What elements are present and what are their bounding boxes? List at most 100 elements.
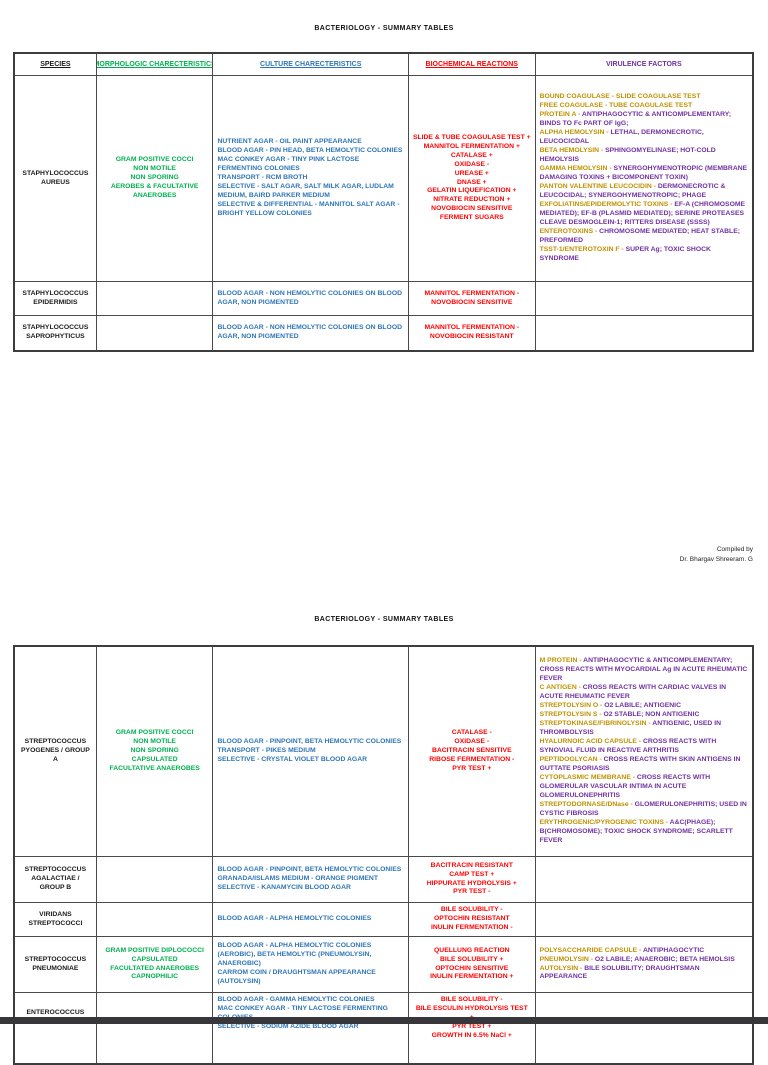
cell-line: RIBOSE FERMENTATION -: [429, 755, 515, 763]
virulence-desc: BILE SOLUBILITY; DRAUGHTSMAN APPEARANCE: [539, 964, 700, 981]
cell-line: INULIN FERMENTATION -: [430, 923, 513, 931]
cell-virulence: POLYSACCHARIDE CAPSULE - ANTIPHAGOCYTIC P…: [536, 937, 752, 992]
virulence-entry: BOUND COAGULASE - SLIDE COAGULASE TEST: [540, 93, 748, 102]
cell-line: AUREUS: [41, 178, 70, 186]
viewer-footer-bar: [0, 1017, 768, 1024]
compiled-by-credit: Compiled by Dr. Bhargav Shreeram. G: [680, 545, 753, 565]
cell-line: BILE SOLUBILITY -: [440, 906, 503, 914]
cell-culture: BLOOD AGAR - ALPHA HEMOLYTIC COLONIES: [213, 903, 409, 936]
virulence-separator: -: [630, 773, 637, 781]
virulence-separator: -: [637, 946, 643, 954]
cell-line: BLOOD AGAR - PINPOINT, BETA HEMOLYTIC CO…: [217, 738, 402, 746]
virulence-entry: AUTOLYSIN - BILE SOLUBILITY; DRAUGHTSMAN…: [540, 965, 748, 983]
cell-culture: BLOOD AGAR - NON HEMOLYTIC COLONIES ON B…: [213, 316, 409, 350]
table-row: STREPTOCOCCUS PNEUMONIAE GRAM POSITIVE DIP…: [15, 937, 752, 993]
virulence-entry: EXFOLIATINS/EPIDERMOLYTIC TOXINS - EF-A …: [540, 201, 748, 228]
cell-virulence: [536, 316, 752, 350]
virulence-desc: LETHAL, DERMONECROTIC, LEUCOCICDAL: [539, 129, 704, 146]
cell-morphology: GRAM POSITIVE COCCI NON MOTILE NON SPORING…: [97, 76, 214, 281]
cell-line: AGALACTIAE / GROUP B: [31, 875, 80, 891]
virulence-entry: FREE COAGULASE - TUBE COAGULASE TEST: [540, 102, 748, 111]
cell-line: FERMENT SUGARS: [439, 214, 504, 222]
virulence-entry: POLYSACCHARIDE CAPSULE - ANTIPHAGOCYTIC: [540, 947, 748, 956]
cell-line: SELECTIVE - CRYSTAL VIOLET BLOOD AGAR: [217, 755, 368, 763]
table-row: STAPHYLOCOCCUS EPIDERMIDIS BLOOD AGAR - NO…: [15, 282, 752, 316]
cell-line: GRAM POSITIVE COCCI: [115, 729, 194, 737]
cell-line: MANNITOL FERMENTATION +: [423, 142, 520, 150]
cell-line: SELECTIVE - SODIUM AZIDE BLOOD AGAR: [217, 1022, 359, 1030]
virulence-entry: PNEUMOLYSIN - O2 LABILE; ANAEROBIC; BETA…: [540, 956, 748, 965]
cell-line: CAPSULATED: [131, 755, 178, 763]
virulence-term: EXFOLIATINS/EPIDERMOLYTIC TOXINS: [539, 200, 669, 208]
virulence-term: PROTEIN A: [539, 111, 577, 119]
page1-title: BACTERIOLOGY - SUMMARY TABLES: [314, 25, 454, 32]
cell-morphology: [97, 903, 214, 936]
virulence-desc: SUPER Ag; TOXIC SHOCK SYNDROME: [539, 245, 711, 262]
page2-summary-table: STREPTOCOCCUS PYOGENES / GROUP A GRAM POSI…: [13, 645, 754, 1065]
cell-line: OXIDASE -: [454, 160, 490, 168]
cell-line: MANNITOL FERMENTATION -: [424, 289, 520, 297]
cell-line: BLOOD AGAR - PINPOINT, BETA HEMOLYTIC CO…: [217, 866, 402, 874]
cell-line: SLIDE & TUBE COAGULASE TEST +: [412, 133, 531, 141]
virulence-term: POLYSACCHARIDE CAPSULE: [539, 946, 638, 954]
cell-biochemical: CATALASE - OXIDASE - BACITRACIN SENSITIVE R…: [409, 647, 536, 856]
virulence-term: STREPTOKINASE/FIBRINOLYSIN: [539, 720, 647, 728]
cell-line: NON SPORING: [130, 174, 179, 182]
virulence-desc: CROSS REACTS WITH GLOMERULAR VASCULAR IN…: [539, 773, 711, 799]
cell-line: GELATIN LIQUEFICATION +: [427, 187, 517, 195]
virulence-desc: O2 STABLE; NON ANTIGENIC: [603, 711, 700, 719]
page2-title: BACTERIOLOGY - SUMMARY TABLES: [314, 616, 454, 623]
cell-line: NITRATE REDUCTION +: [433, 196, 511, 204]
virulence-separator: -: [609, 93, 616, 101]
cell-culture: BLOOD AGAR - PINPOINT, BETA HEMOLYTIC CO…: [213, 647, 409, 856]
virulence-term: TSST-1/ENTEROTOXIN F: [539, 245, 620, 253]
cell-biochemical: BACITRACIN RESISTANT CAMP TEST + HIPPURATE…: [409, 857, 536, 902]
cell-line: NUTRIENT AGAR - OIL PAINT APPEARANCE: [217, 138, 362, 146]
virulence-term: CYTOPLASMIC MEMBRANE: [539, 773, 631, 781]
cell-line: FACULTATIVE ANAEROBES: [109, 764, 200, 772]
cell-line: BLOOD AGAR - PIN HEAD, BETA HEMOLYTIC CO…: [217, 147, 403, 155]
cell-line: MAC CONKEY AGAR - TINY PINK LACTOSE FERM…: [217, 156, 360, 173]
virulence-term: PEPTIDOGLYCAN: [539, 755, 598, 763]
virulence-separator: -: [588, 955, 595, 963]
virulence-entry: STREPTODORNASE/DNase - GLOMERULONEPHRITI…: [540, 801, 748, 819]
cell-culture: BLOOD AGAR - NON HEMOLYTIC COLONIES ON B…: [213, 282, 409, 315]
cell-line: OXIDASE -: [454, 738, 490, 746]
table-row: STAPHYLOCOCCUS AUREUS GRAM POSITIVE COCCI N…: [15, 76, 752, 282]
virulence-separator: -: [576, 684, 583, 692]
virulence-entry: ENTEROTOXINS - CHROMOSOME MEDIATED; HEAT…: [540, 228, 748, 246]
cell-biochemical: MANNITOL FERMENTATION - NOVOBIOCIN RESIST…: [409, 316, 536, 350]
virulence-term: GAMMA HEMOLYSIN: [539, 165, 608, 173]
virulence-separator: -: [598, 702, 605, 710]
virulence-term: STREPTOLYSIN O: [539, 702, 599, 710]
cell-line: GRAM POSITIVE DIPLOCOCCI: [105, 946, 204, 954]
virulence-desc: GLOMERULONEPHRITIS; USED IN CYSTIC FIBRO…: [539, 800, 747, 817]
cell-species: STREPTOCOCCUS PNEUMONIAE: [15, 937, 97, 992]
virulence-desc: SYNERGOHYMENOTROPIC (MEMBRANE DAMAGING T…: [539, 165, 748, 182]
cell-line: NON MOTILE: [133, 165, 176, 173]
virulence-desc: ANTIPHAGOCYTIC & ANTICOMPLEMENTARY; BIND…: [539, 111, 732, 128]
virulence-term: PNEUMOLYSIN: [539, 955, 589, 963]
virulence-desc: EF-A (CHROMOSOME MEDIATED); EF-B (PLASMI…: [539, 200, 746, 226]
cell-line: STAPHYLOCOCCUS: [22, 324, 89, 332]
cell-line: BILE SOLUBILITY -: [440, 996, 503, 1003]
cell-line: AEROBES & FACULTATIVE ANAEROBES: [110, 182, 199, 199]
virulence-separator: -: [593, 227, 600, 235]
virulence-term: PANTON VALENTINE LEUCOCIDIN: [539, 182, 652, 190]
cell-line: BACITRACIN RESISTANT: [430, 861, 513, 869]
virulence-desc: A&C(PHAGE); B(CHROMOSOME); TOXIC SHOCK S…: [539, 818, 733, 844]
table-row: STREPTOCOCCUS AGALACTIAE / GROUP B BLOOD A…: [15, 857, 752, 903]
column-header-label: CULTURE CHARECTERISTICS: [260, 60, 362, 68]
cell-line: TRANSPORT - RCM BROTH: [217, 174, 308, 182]
virulence-desc: O2 LABILE; ANTIGENIC: [604, 702, 681, 710]
cell-morphology: [97, 282, 214, 315]
cell-line: BACITRACIN SENSITIVE: [431, 747, 512, 755]
virulence-entry: C ANTIGEN - CROSS REACTS WITH CARDIAC VA…: [540, 684, 748, 702]
header-cell: CULTURE CHARECTERISTICS: [213, 54, 409, 75]
virulence-entry: GAMMA HEMOLYSIN - SYNERGOHYMENOTROPIC (M…: [540, 165, 748, 183]
cell-morphology: GRAM POSITIVE DIPLOCOCCI CAPSULATED FACULT…: [97, 937, 214, 992]
cell-biochemical: BILE SOLUBILITY - OPTOCHIN RESISTANT INULI…: [409, 903, 536, 936]
virulence-entry: PROTEIN A - ANTIPHAGOCYTIC & ANTICOMPLEM…: [540, 111, 748, 129]
cell-line: SELECTIVE & DIFFERENTIAL - MANNITOL SALT…: [217, 200, 400, 217]
cell-line: QUELLUNG REACTION: [434, 946, 510, 954]
